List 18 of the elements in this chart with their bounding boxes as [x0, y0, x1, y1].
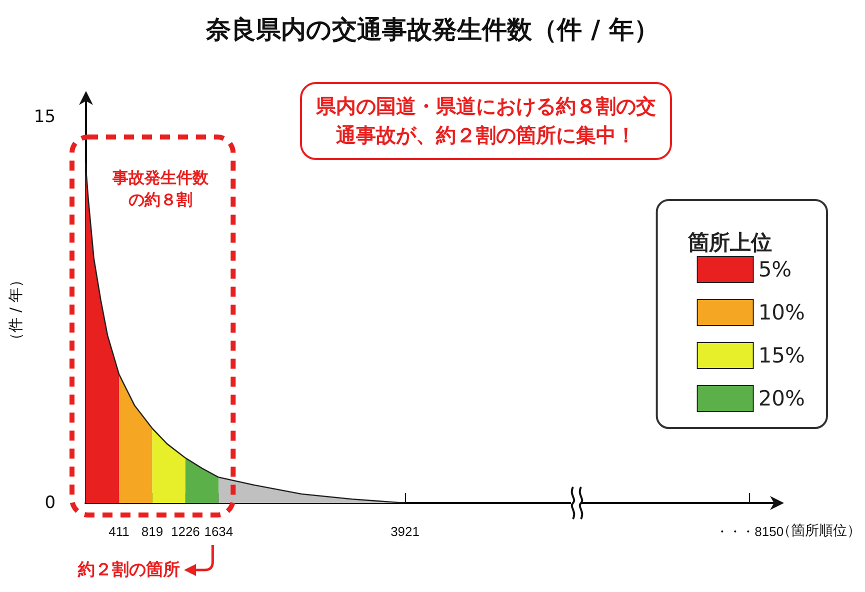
y-axis-title: （件 / 年）: [6, 272, 24, 348]
text: 約２割の箇所: [78, 559, 181, 581]
annotation: 事故発生件数の約８割: [112, 167, 210, 210]
chart-title: 奈良県内の交通事故発生件数（件 / 年）: [205, 15, 659, 44]
legend-title: 箇所上位: [687, 230, 772, 254]
legend-label: 5%: [758, 258, 792, 282]
y-tick-label: 0: [44, 493, 56, 513]
y-tick-label: 15: [34, 107, 56, 127]
x-tick-label: 1634: [204, 524, 234, 539]
legend-label: 20%: [758, 386, 806, 410]
annotation: 県内の国道・県道における約８割の交通事故が、約２割の箇所に集中！: [300, 82, 672, 160]
x-tick-label: 3921: [390, 524, 420, 539]
x-tick-label: 411: [108, 524, 130, 539]
x-tick-label: 819: [141, 524, 164, 539]
legend-label: 10%: [758, 300, 806, 324]
x-tick-label: ・・・8150: [716, 524, 784, 539]
legend-label: 15%: [758, 344, 806, 368]
x-tick-label: 1226: [170, 524, 200, 539]
